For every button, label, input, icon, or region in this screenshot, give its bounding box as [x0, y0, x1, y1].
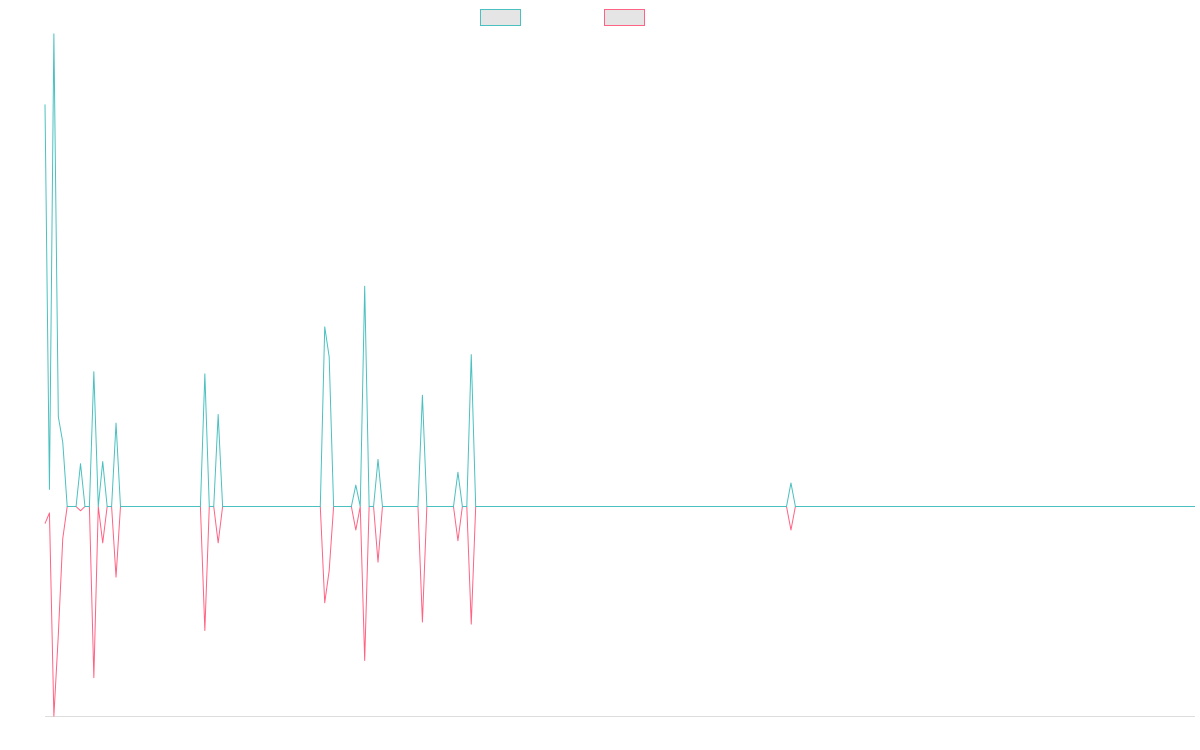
legend-box-series-a[interactable]	[480, 9, 521, 26]
series-layer	[44, 33, 1195, 717]
legend	[480, 9, 645, 26]
series-line-series-b	[44, 506, 1195, 717]
legend-box-series-b[interactable]	[604, 9, 645, 26]
plot-area	[44, 33, 1195, 717]
series-line-series-a	[44, 33, 1195, 507]
